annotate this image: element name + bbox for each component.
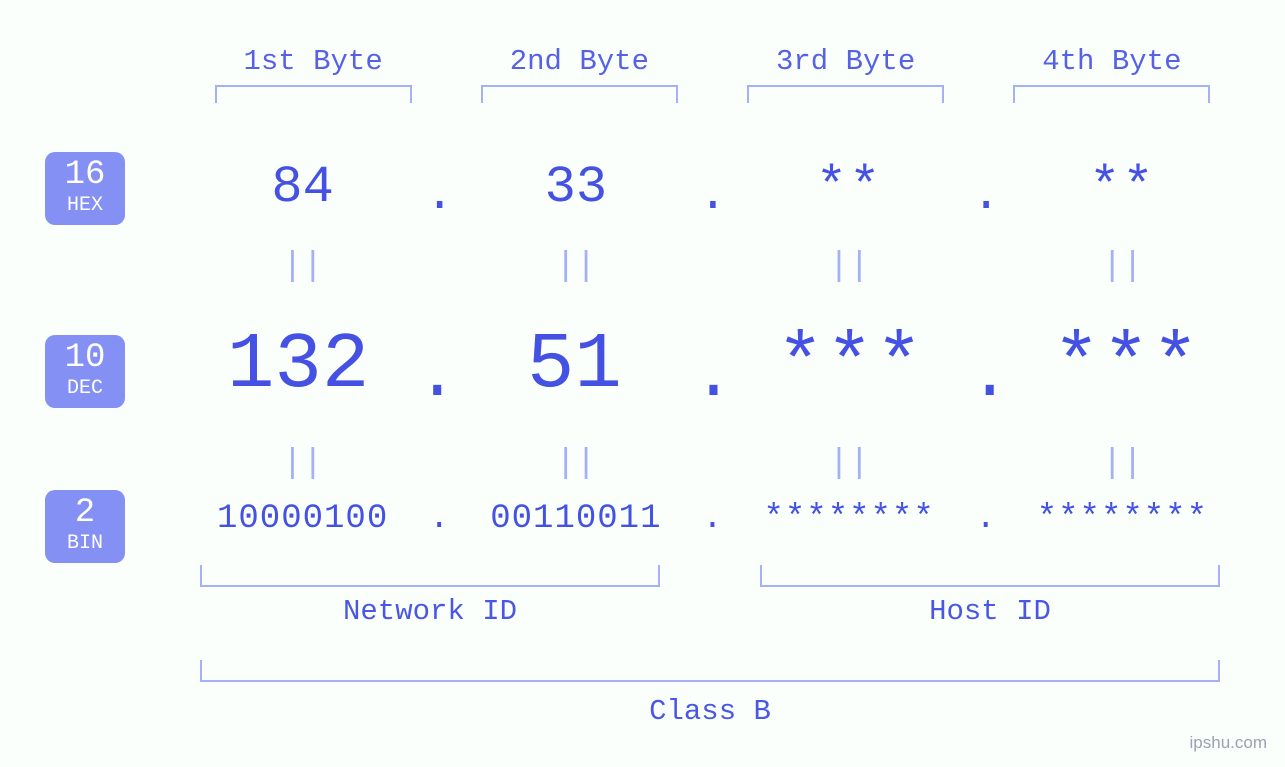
equals-icon: || [727, 248, 972, 286]
dot-icon: . [416, 338, 456, 417]
byte-bracket-3 [713, 85, 979, 107]
bin-byte-1: 10000100 [180, 500, 425, 538]
bin-badge-number: 2 [45, 496, 125, 530]
hex-byte-1: 84 [180, 158, 425, 217]
hex-row: 84 . 33 . ** . ** [180, 158, 1245, 217]
equals-icon: || [453, 248, 698, 286]
dec-row: 132 . 51 . *** . *** [180, 320, 1245, 410]
dot-icon: . [699, 500, 727, 538]
watermark-text: ipshu.com [1190, 733, 1267, 753]
byte-header-3: 3rd Byte [713, 45, 979, 78]
dot-icon: . [425, 500, 453, 538]
dot-icon: . [969, 338, 1009, 417]
equals-row-hex-dec: || || || || [180, 248, 1245, 286]
hex-badge: 16 HEX [45, 152, 125, 225]
byte-headers-row: 1st Byte 2nd Byte 3rd Byte 4th Byte [180, 45, 1245, 78]
byte-header-1: 1st Byte [180, 45, 446, 78]
hex-byte-4: ** [1000, 158, 1245, 217]
network-id-bracket [200, 565, 660, 587]
bin-badge: 2 BIN [45, 490, 125, 563]
equals-row-dec-bin: || || || || [180, 445, 1245, 483]
bin-byte-2: 00110011 [453, 500, 698, 538]
dec-badge-number: 10 [45, 341, 125, 375]
class-label: Class B [200, 695, 1220, 728]
bin-row: 10000100 . 00110011 . ******** . *******… [180, 500, 1245, 538]
equals-icon: || [453, 445, 698, 483]
dec-byte-1: 132 [180, 320, 416, 410]
dot-icon: . [693, 338, 733, 417]
byte-header-4: 4th Byte [979, 45, 1245, 78]
byte-header-2: 2nd Byte [446, 45, 712, 78]
dec-byte-3: *** [733, 320, 969, 410]
byte-top-brackets [180, 85, 1245, 107]
network-id-label: Network ID [200, 595, 660, 628]
dec-badge: 10 DEC [45, 335, 125, 408]
equals-icon: || [727, 445, 972, 483]
dec-byte-2: 51 [456, 320, 692, 410]
hex-badge-number: 16 [45, 158, 125, 192]
hex-byte-2: 33 [453, 158, 698, 217]
equals-icon: || [180, 248, 425, 286]
dot-icon: . [699, 169, 727, 223]
hex-badge-label: HEX [45, 194, 125, 217]
dot-icon: . [425, 169, 453, 223]
byte-bracket-4 [979, 85, 1245, 107]
host-id-label: Host ID [760, 595, 1220, 628]
byte-bracket-2 [446, 85, 712, 107]
bin-badge-label: BIN [45, 532, 125, 555]
dec-badge-label: DEC [45, 377, 125, 400]
equals-icon: || [1000, 445, 1245, 483]
byte-bracket-1 [180, 85, 446, 107]
hex-byte-3: ** [727, 158, 972, 217]
equals-icon: || [180, 445, 425, 483]
class-bracket [200, 660, 1220, 682]
host-id-bracket [760, 565, 1220, 587]
dec-byte-4: *** [1009, 320, 1245, 410]
equals-icon: || [1000, 248, 1245, 286]
dot-icon: . [972, 169, 1000, 223]
bin-byte-4: ******** [1000, 500, 1245, 538]
dot-icon: . [972, 500, 1000, 538]
bin-byte-3: ******** [727, 500, 972, 538]
